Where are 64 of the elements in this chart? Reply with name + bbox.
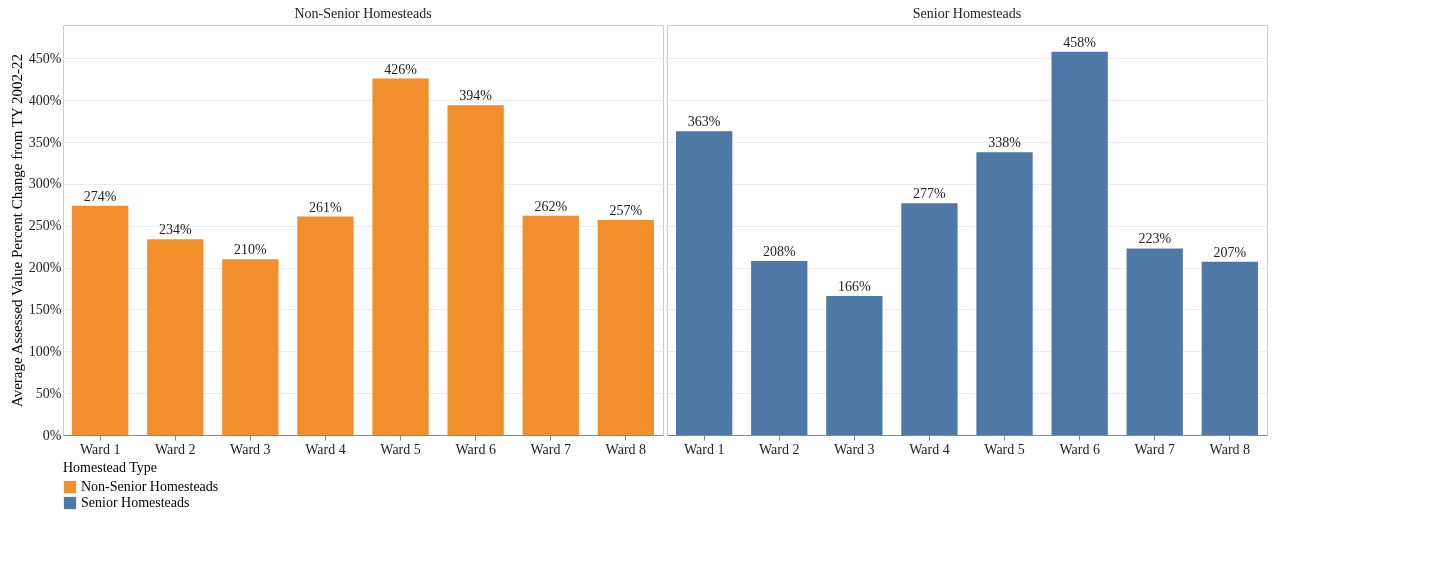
bar — [522, 215, 579, 435]
y-axis-title: Average Assessed Value Percent Change from TY 2002-22 — [8, 53, 25, 408]
y-tick-label: 250% — [28, 218, 62, 234]
x-tick-label: Ward 8 — [1209, 441, 1251, 457]
data-label: 207% — [1213, 244, 1247, 260]
bar — [147, 239, 204, 435]
y-tick-label: 300% — [28, 176, 62, 192]
x-tick-label: Ward 1 — [683, 441, 725, 457]
data-label: 234% — [158, 222, 192, 238]
legend-label: Senior Homesteads — [81, 495, 190, 510]
x-tick-label: Ward 3 — [834, 441, 875, 457]
data-label: 363% — [687, 114, 721, 130]
x-tick-label: Ward 2 — [155, 441, 196, 457]
bar — [901, 203, 958, 435]
data-label: 458% — [1063, 34, 1097, 50]
y-tick-label: 0% — [42, 427, 62, 443]
bar — [1126, 248, 1183, 435]
y-tick-label: 350% — [28, 134, 62, 150]
x-tick-label: Ward 4 — [909, 441, 950, 457]
x-tick-label: Ward 4 — [305, 441, 346, 457]
data-label: 261% — [309, 199, 343, 215]
data-label: 262% — [534, 198, 568, 214]
bar — [976, 152, 1033, 435]
data-label: 426% — [384, 61, 418, 77]
bar — [676, 131, 733, 435]
y-tick-label: 100% — [28, 343, 62, 359]
chart-title: Senior Homesteads — [912, 6, 1022, 21]
x-tick-label: Ward 6 — [455, 441, 496, 457]
y-tick-label: 50% — [35, 385, 62, 401]
bar — [1201, 261, 1258, 435]
bar — [447, 105, 504, 435]
bar — [222, 259, 279, 435]
x-tick-label: Ward 6 — [1059, 441, 1100, 457]
y-tick-label: 150% — [28, 301, 62, 317]
bar — [751, 260, 808, 435]
x-tick-label: Ward 2 — [759, 441, 800, 457]
data-label: 338% — [988, 135, 1022, 151]
y-tick-label: 400% — [28, 92, 62, 108]
x-tick-label: Ward 1 — [79, 441, 121, 457]
bar — [826, 296, 883, 435]
data-label: 208% — [762, 243, 796, 259]
data-label: 257% — [609, 202, 643, 218]
bar — [297, 216, 354, 435]
data-label: 210% — [234, 242, 268, 258]
x-tick-label: Ward 3 — [230, 441, 271, 457]
data-label: 166% — [838, 279, 872, 295]
bar — [372, 78, 429, 435]
x-tick-label: Ward 7 — [1134, 441, 1175, 457]
legend-label: Non-Senior Homesteads — [81, 479, 219, 494]
bar — [597, 219, 654, 435]
data-label: 223% — [1138, 231, 1172, 247]
x-tick-label: Ward 5 — [984, 441, 1025, 457]
x-tick-label: Ward 7 — [530, 441, 571, 457]
data-label: 274% — [83, 188, 117, 204]
y-tick-label: 450% — [28, 50, 62, 66]
chart-title: Non-Senior Homesteads — [294, 6, 432, 21]
x-tick-label: Ward 8 — [605, 441, 647, 457]
x-tick-label: Ward 5 — [380, 441, 421, 457]
data-label: 394% — [459, 88, 493, 104]
bar — [1051, 51, 1108, 435]
y-tick-label: 200% — [28, 260, 62, 276]
legend-title: Homestead Type — [63, 460, 158, 475]
bar — [72, 205, 129, 435]
data-label: 277% — [913, 186, 947, 202]
